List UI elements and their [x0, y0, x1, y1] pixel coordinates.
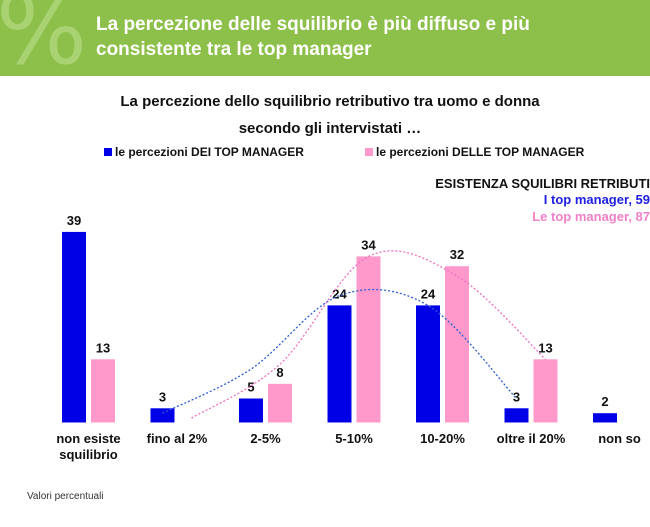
legend-label-women: le percezioni DELLE TOP MANAGER [376, 145, 585, 159]
bar-women-0 [91, 359, 115, 423]
bar-men-2 [239, 398, 263, 423]
value-label-men-4: 24 [421, 286, 436, 301]
page-title: La percezione delle squilibrio è più dif… [96, 14, 530, 60]
annotation-women: Le top manager, 87 [532, 209, 650, 224]
bar-men-5 [504, 408, 529, 423]
bar-women-2 [268, 383, 292, 423]
annotation-heading: ESISTENZA SQUILIBRI RETRIBUTI [435, 176, 650, 191]
bar-women-4 [445, 266, 469, 423]
bar-men-1 [150, 408, 175, 423]
legend-item-men: le percezioni DEI TOP MANAGER [104, 145, 304, 159]
value-label-men-3: 24 [332, 286, 347, 301]
bar-men-4 [416, 305, 440, 423]
header-banner: % La percezione delle squilibrio è più d… [0, 0, 650, 76]
category-label-0-1: squilibrio [59, 447, 118, 462]
annotation-men: I top manager, 59 [543, 192, 650, 207]
footer-note: Valori percentuali [27, 491, 104, 502]
bar-men-0 [62, 231, 86, 423]
chart-title-line1: La percezione dello squilibrio retributi… [120, 93, 540, 110]
percent-logo-icon: % [0, 0, 88, 76]
value-label-men-2: 5 [247, 380, 254, 395]
bar-women-3 [356, 256, 381, 423]
category-label-4: 10-20% [420, 431, 465, 446]
value-label-women-5: 13 [538, 340, 552, 355]
category-label-6: non so [598, 431, 641, 446]
legend-swatch-men [104, 148, 112, 156]
category-label-5: oltre il 20% [497, 431, 566, 446]
bar-women-5 [533, 359, 558, 423]
legend-label-men: le percezioni DEI TOP MANAGER [115, 145, 304, 159]
trendline-men [162, 288, 517, 414]
category-label-3: 5-10% [335, 431, 373, 446]
legend-swatch-women [365, 148, 373, 156]
value-label-women-0: 13 [96, 340, 110, 355]
value-label-women-2: 8 [276, 365, 283, 380]
category-label-0-0: non esiste [56, 431, 120, 446]
value-label-men-6: 2 [601, 394, 608, 409]
chart-title-line2: secondo gli intervistati … [238, 120, 422, 137]
value-label-women-4: 32 [450, 247, 464, 262]
legend-item-women: le percezioni DELLE TOP MANAGER [365, 145, 584, 159]
bar-men-3 [327, 305, 352, 423]
value-label-men-1: 3 [159, 389, 166, 404]
value-label-women-3: 34 [361, 237, 376, 252]
value-label-men-5: 3 [513, 389, 520, 404]
value-label-men-0: 39 [67, 213, 81, 228]
category-label-2: 2-5% [250, 431, 281, 446]
trendline-women [191, 250, 546, 419]
category-label-1: fino al 2% [147, 431, 208, 446]
bar-men-6 [593, 413, 617, 423]
